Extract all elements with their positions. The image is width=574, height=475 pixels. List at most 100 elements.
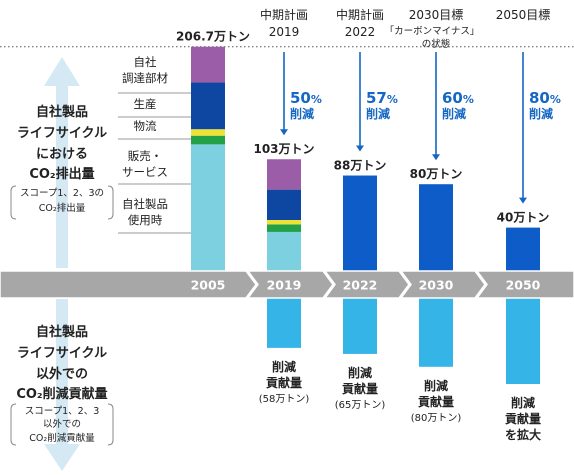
lower-note-bracket-right xyxy=(107,403,114,446)
target-word-2050: 削減 xyxy=(529,106,553,121)
target-arrowhead-2019 xyxy=(280,129,288,136)
target-pct-number: 57 xyxy=(366,89,387,107)
target-pct-unit: % xyxy=(387,93,398,106)
upper-note-line: CO₂排出量 xyxy=(39,202,86,214)
upper-note-bracket-right xyxy=(107,185,114,220)
bar-2005-販売・サービス xyxy=(191,135,225,145)
contribution-title-2050: を拡大 xyxy=(505,427,541,442)
target-header-2030: 2030目標 xyxy=(409,8,464,22)
target-header-2019: 中期計画 xyxy=(260,7,308,22)
upper-title-line: 自社製品 xyxy=(36,104,88,120)
bar-2019-物流 xyxy=(267,220,301,225)
target-arrowhead-2022 xyxy=(356,145,364,152)
lower-title-line: CO₂削減貢献量 xyxy=(16,386,107,402)
axis-label-2019: 2019 xyxy=(267,278,302,293)
stack-label-4: 使用時 xyxy=(128,213,163,227)
stack-label-0: 調達部材 xyxy=(122,71,168,85)
lower-title-line: ライフサイクル xyxy=(17,346,107,361)
contribution-value-2022: (65万トン) xyxy=(335,400,386,411)
target-header-2050: 2050目標 xyxy=(496,8,551,22)
bar-2030 xyxy=(419,184,453,271)
contribution-title-2022: 削減 xyxy=(348,365,372,380)
upper-title-line: CO₂排出量 xyxy=(29,166,94,182)
stack-label-1: 生産 xyxy=(134,97,157,111)
bar-2019-自社調達部材 xyxy=(267,159,301,190)
target-pct-unit: % xyxy=(550,93,561,106)
target-word-2019: 削減 xyxy=(290,106,314,121)
target-header-2022: 中期計画 xyxy=(336,7,384,22)
lower-side-arrow xyxy=(44,299,80,471)
value-label-2050: 40万トン xyxy=(497,211,550,225)
axis-label-2030: 2030 xyxy=(419,278,454,293)
stack-label-2: 物流 xyxy=(134,119,157,133)
target-pct-number: 60 xyxy=(442,89,463,107)
axis-band-segment-2050 xyxy=(475,270,574,299)
stack-label-3: 販売・ xyxy=(128,149,163,163)
target-pct-unit: % xyxy=(463,93,474,106)
value-label-2022: 88万トン xyxy=(334,159,387,173)
bar-2005-自社調達部材 xyxy=(191,46,225,83)
bar-2022 xyxy=(343,175,377,271)
axis-label-2022: 2022 xyxy=(343,278,378,293)
contribution-value-2019: (58万トン) xyxy=(259,394,310,405)
lower-title-line: 以外での xyxy=(36,366,88,382)
lower-note-bracket-left xyxy=(10,403,17,446)
contribution-title-2050: 削減 xyxy=(511,395,535,410)
value-label-2005: 206.7万トン xyxy=(176,30,250,44)
lower-note-line: スコープ1、2、3 xyxy=(25,406,100,417)
contribution-title-2019: 削減 xyxy=(272,359,296,374)
target-pct-2019: 50% xyxy=(290,89,322,107)
target-pct-number: 50 xyxy=(290,89,311,107)
bar-2019-自社製品使用時 xyxy=(267,231,301,271)
contribution-bar-2019 xyxy=(267,298,301,348)
stack-label-3: サービス xyxy=(122,165,168,179)
target-word-2030: 削減 xyxy=(442,106,466,121)
target-pct-2050: 80% xyxy=(529,89,561,107)
bar-2005-物流 xyxy=(191,129,225,136)
axis-label-2050: 2050 xyxy=(506,278,541,293)
bar-2019-生産 xyxy=(267,189,301,221)
contribution-title-2019: 貢献量 xyxy=(266,375,302,390)
contribution-title-2030: 削減 xyxy=(424,378,448,393)
contribution-bar-2022 xyxy=(343,298,377,354)
upper-side-arrow xyxy=(44,57,80,268)
stack-label-0: 自社 xyxy=(134,55,157,69)
target-header-2030: 「カーボンマイナス」 xyxy=(385,26,480,37)
lower-note-line: 以外での xyxy=(43,418,81,430)
value-label-2030: 80万トン xyxy=(410,167,463,181)
upper-title-line: における xyxy=(36,147,88,162)
stack-label-4: 自社製品 xyxy=(122,197,168,211)
bar-2005-生産 xyxy=(191,82,225,130)
axis-band-segment-2030 xyxy=(399,270,486,299)
target-header-2030: の状態 xyxy=(422,38,451,50)
target-pct-2030: 60% xyxy=(442,89,474,107)
axis-label-2005: 2005 xyxy=(191,278,226,293)
upper-title-line: ライフサイクル xyxy=(17,126,107,141)
lower-note-line: CO₂削減貢献量 xyxy=(29,432,95,444)
axis-band-segment-2019 xyxy=(246,270,334,299)
bar-2050 xyxy=(506,227,540,271)
axis-band-segment-2005 xyxy=(0,270,257,299)
target-arrowhead-2030 xyxy=(432,154,440,161)
value-label-2019: 103万トン xyxy=(253,142,314,156)
contribution-bar-2030 xyxy=(419,298,453,367)
contribution-title-2022: 貢献量 xyxy=(342,381,378,396)
contribution-title-2050: 貢献量 xyxy=(505,411,541,426)
target-header-2019: 2019 xyxy=(269,25,300,39)
upper-note-bracket-left xyxy=(10,185,17,220)
target-word-2022: 削減 xyxy=(366,106,390,121)
target-header-2022: 2022 xyxy=(345,25,376,39)
target-pct-number: 80 xyxy=(529,89,550,107)
axis-band-segment-2022 xyxy=(323,270,410,299)
contribution-value-2030: (80万トン) xyxy=(411,413,462,424)
bar-2005-自社製品使用時 xyxy=(191,144,225,271)
lower-title-line: 自社製品 xyxy=(36,324,88,340)
contribution-title-2030: 貢献量 xyxy=(418,394,454,409)
target-arrowhead-2050 xyxy=(519,197,527,204)
bar-2019-販売・サービス xyxy=(267,224,301,232)
contribution-bar-2050 xyxy=(506,298,540,384)
target-pct-unit: % xyxy=(311,93,322,106)
upper-note-line: スコープ1、2、3の xyxy=(20,188,104,199)
